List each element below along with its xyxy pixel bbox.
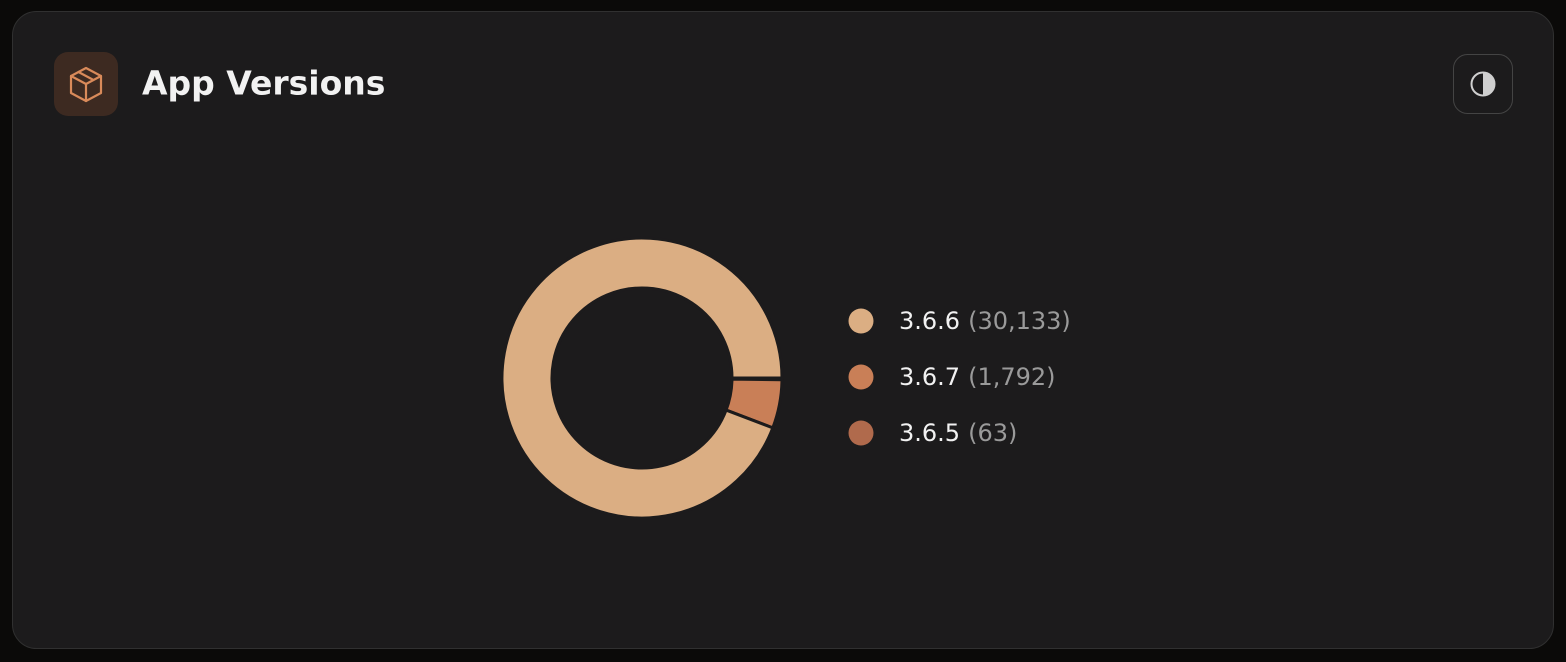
legend-label: 3.6.7 (899, 363, 960, 391)
legend-label: 3.6.6 (899, 307, 960, 335)
legend-swatch (848, 420, 874, 446)
title-icon (54, 52, 118, 116)
chart-title: App Versions (142, 64, 385, 103)
theme-toggle[interactable] (1453, 54, 1513, 114)
legend-value: (30,133) (968, 307, 1071, 335)
legend-swatch (848, 308, 874, 334)
card (12, 11, 1554, 649)
legend-label: 3.6.5 (899, 419, 960, 447)
donut-slice (500, 236, 784, 520)
legend-value: (1,792) (968, 363, 1055, 391)
legend-value: (63) (968, 419, 1017, 447)
legend-swatch (848, 364, 874, 390)
